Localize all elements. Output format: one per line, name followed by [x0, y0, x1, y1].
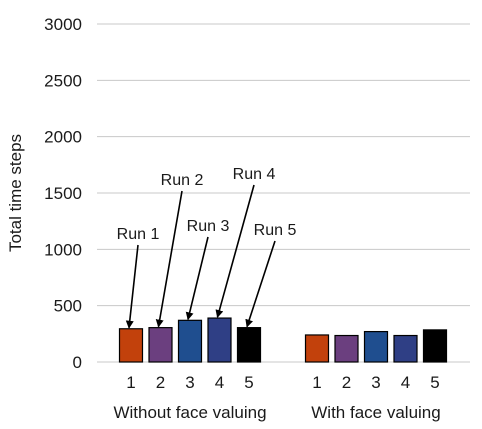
y-tick-label: 2000 [44, 128, 82, 147]
run-annotation-label: Run 5 [254, 222, 297, 239]
y-tick-label: 2500 [44, 71, 82, 90]
y-tick-labels: 0 500 1000 1500 2000 2500 3000 [44, 15, 82, 372]
x-tick-label: 4 [401, 373, 410, 392]
bar [363, 330, 389, 363]
x-tick-label: 3 [185, 373, 194, 392]
bar [334, 334, 359, 363]
bar [304, 334, 330, 363]
run-annotation-arrow [215, 184, 255, 319]
run-annotation-arrow [125, 244, 139, 329]
x-tick-label: 1 [312, 373, 321, 392]
bar [118, 328, 144, 363]
y-tick-label: 0 [73, 353, 82, 372]
x-tick-label: 5 [430, 373, 439, 392]
run-annotation-arrow [185, 236, 209, 321]
x-tick-label: 4 [215, 373, 224, 392]
x-tick-label: 5 [244, 373, 253, 392]
run-annotation-label: Run 1 [117, 226, 160, 243]
gridlines [97, 23, 470, 363]
run-annotation-arrow [245, 240, 276, 328]
bar [148, 327, 173, 363]
y-axis-label: Total time steps [6, 134, 25, 252]
x-tick-label: 2 [156, 373, 165, 392]
bar [236, 327, 262, 363]
y-tick-label: 500 [54, 297, 82, 316]
bar [207, 317, 232, 363]
run-annotation-label: Run 2 [161, 172, 204, 189]
y-tick-label: 3000 [44, 15, 82, 34]
group-label: Without face valuing [113, 403, 266, 422]
run-annotation-label: Run 4 [233, 166, 276, 183]
run-annotation-arrow [155, 190, 183, 328]
x-tick-label: 3 [371, 373, 380, 392]
bar [393, 334, 418, 363]
run-annotations: Run 1 Run 2 Run 3 Run 4 Run 5 [117, 166, 297, 329]
y-tick-label: 1000 [44, 240, 82, 259]
run-annotation-label: Run 3 [187, 218, 230, 235]
y-tick-label: 1500 [44, 184, 82, 203]
x-tick-labels: 1 2 3 4 5 1 2 3 4 5 [126, 373, 439, 392]
bars [118, 317, 448, 363]
bar [422, 329, 448, 363]
x-tick-label: 1 [126, 373, 135, 392]
group-label: With face valuing [311, 403, 440, 422]
bar [177, 319, 203, 363]
x-tick-label: 2 [342, 373, 351, 392]
group-labels: Without face valuing With face valuing [113, 403, 440, 422]
